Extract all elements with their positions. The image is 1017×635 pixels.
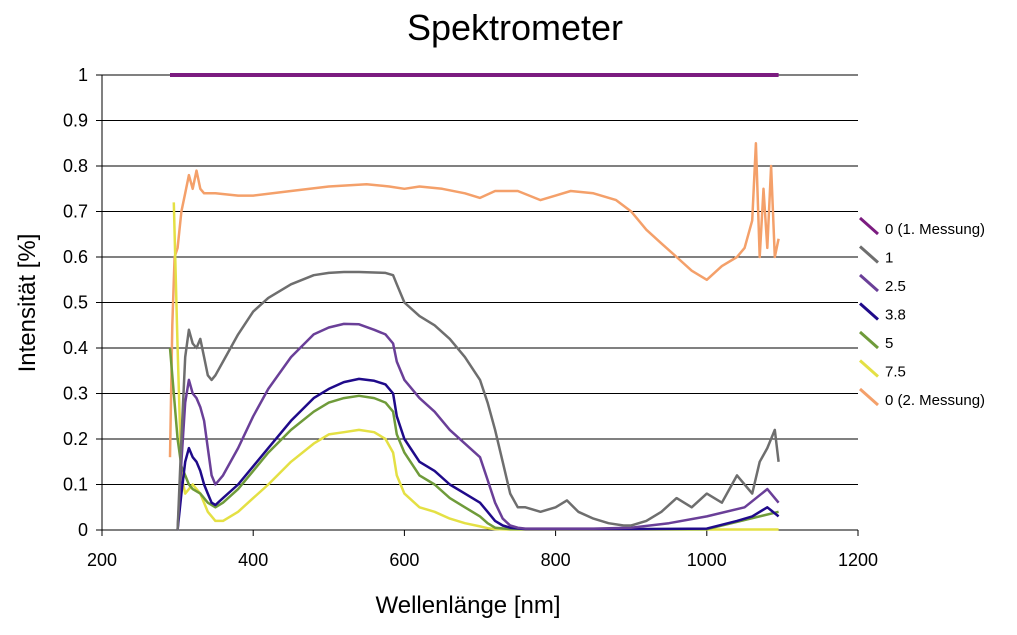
legend-swatch — [859, 359, 879, 378]
legend-swatch — [859, 387, 879, 407]
y-tick-label: 0.8 — [63, 156, 88, 176]
legend-label: 3.8 — [885, 307, 906, 324]
x-tick-label: 1200 — [838, 550, 878, 570]
chart-title: Spektrometer — [407, 7, 623, 48]
x-tick-label: 400 — [238, 550, 268, 570]
x-tick-label: 800 — [541, 550, 571, 570]
y-tick-label: 0.3 — [63, 384, 88, 404]
x-axis-label: Wellenlänge [nm] — [376, 592, 561, 619]
plot-area — [168, 73, 780, 531]
series-line-6 — [168, 142, 780, 458]
series-line-1 — [176, 270, 780, 531]
legend-label: 1 — [885, 250, 893, 267]
y-tick-label: 0.5 — [63, 293, 88, 313]
series-line-2 — [176, 322, 780, 531]
legend-swatch — [859, 273, 879, 293]
y-tick-label: 0.7 — [63, 202, 88, 222]
legend-label: 7.5 — [885, 364, 906, 381]
y-axis-label: Intensität [%] — [14, 234, 41, 373]
legend-swatch — [859, 216, 879, 236]
y-tick-label: 0.4 — [63, 338, 88, 358]
legend-label: 0 (1. Messung) — [885, 221, 985, 238]
legend: 0 (1. Messung) 1 2.5 3.8 5 7.5 0 (2. Messung) — [859, 216, 985, 409]
legend-label: 0 (2. Messung) — [885, 392, 985, 409]
x-tick-label: 600 — [389, 550, 419, 570]
y-tick-label: 0.6 — [63, 247, 88, 267]
gridlines — [102, 74, 858, 485]
y-tick-label: 0.2 — [63, 429, 88, 449]
y-tick-label: 0 — [78, 520, 88, 540]
legend-label: 2.5 — [885, 278, 906, 295]
y-tick-label: 0.1 — [63, 475, 88, 495]
y-tick-label: 1 — [78, 65, 88, 85]
legend-swatch — [859, 330, 879, 350]
series-line-4 — [168, 347, 779, 531]
legend-swatch — [859, 245, 879, 264]
legend-swatch — [859, 302, 879, 321]
x-tick-label: 1000 — [687, 550, 727, 570]
series-line-5 — [172, 202, 779, 531]
legend-label: 5 — [885, 335, 893, 352]
y-tick-label: 0.9 — [63, 111, 88, 131]
x-tick-label: 200 — [87, 550, 117, 570]
